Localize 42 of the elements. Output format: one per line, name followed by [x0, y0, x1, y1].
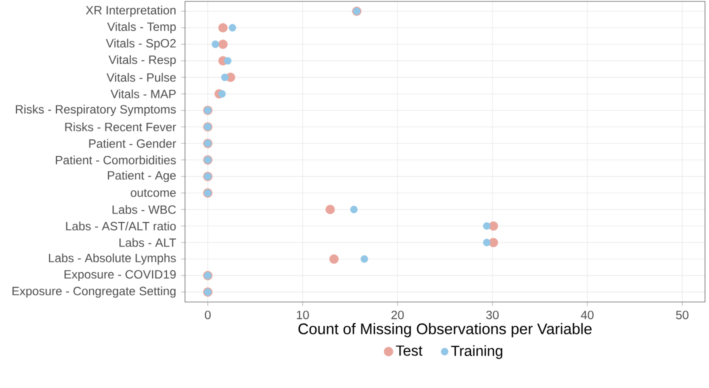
- x-tick-label: 50: [676, 310, 688, 320]
- y-tick-label: Patient - Comorbidities: [56, 156, 176, 164]
- point: [488, 238, 498, 248]
- y-tick-label: Exposure - COVID19: [64, 270, 176, 281]
- point: [221, 74, 229, 82]
- y-tick-label: Risks - Recent Fever: [65, 122, 176, 132]
- point: [218, 23, 228, 32]
- y-tick-label: Labs - AST/ALT ratio: [66, 222, 176, 230]
- point: [483, 238, 490, 246]
- point: [228, 24, 236, 32]
- point: [360, 255, 368, 263]
- y-tick-label: Vitals - Resp: [108, 55, 176, 66]
- point: [483, 222, 490, 230]
- y-tick-label: Exposure - Congregate Setting: [12, 286, 176, 298]
- x-tick-label: 40: [580, 310, 594, 320]
- point: [350, 206, 358, 214]
- y-tick-label: Vitals - Temp: [107, 22, 176, 34]
- y-tick-label: Vitals - Pulse: [106, 72, 176, 82]
- y-tick-label: Risks - Respiratory Symptoms: [16, 104, 176, 116]
- y-tick-label: Patient - Age: [108, 170, 176, 182]
- legend-label: Training: [451, 345, 502, 359]
- y-tick-label: Labs - WBC: [112, 205, 176, 214]
- y-tick-label: Vitals - SpO2: [106, 38, 176, 50]
- x-tick-label: 20: [391, 310, 404, 320]
- x-tick-label: 30: [486, 310, 499, 320]
- point: [218, 90, 226, 98]
- y-tick-label: outcome: [130, 189, 176, 197]
- y-tick-label: Vitals - MAP: [110, 89, 176, 98]
- point: [488, 221, 498, 231]
- point: [224, 57, 232, 65]
- x-axis-title: Count of Missing Observations per Variable: [298, 323, 592, 338]
- point: [212, 40, 220, 48]
- y-tick-label: Patient - Gender: [89, 138, 176, 148]
- point: [218, 40, 228, 49]
- y-tick-label: Labs - Absolute Lymphs: [48, 253, 176, 265]
- y-tick-label: Labs - ALT: [119, 238, 176, 247]
- x-tick-label: 10: [296, 310, 309, 320]
- y-tick-label: XR Interpretation: [86, 6, 176, 17]
- x-tick-label: 0: [204, 310, 211, 320]
- point: [329, 254, 339, 264]
- legend-label: Test: [396, 346, 422, 356]
- point: [326, 204, 335, 214]
